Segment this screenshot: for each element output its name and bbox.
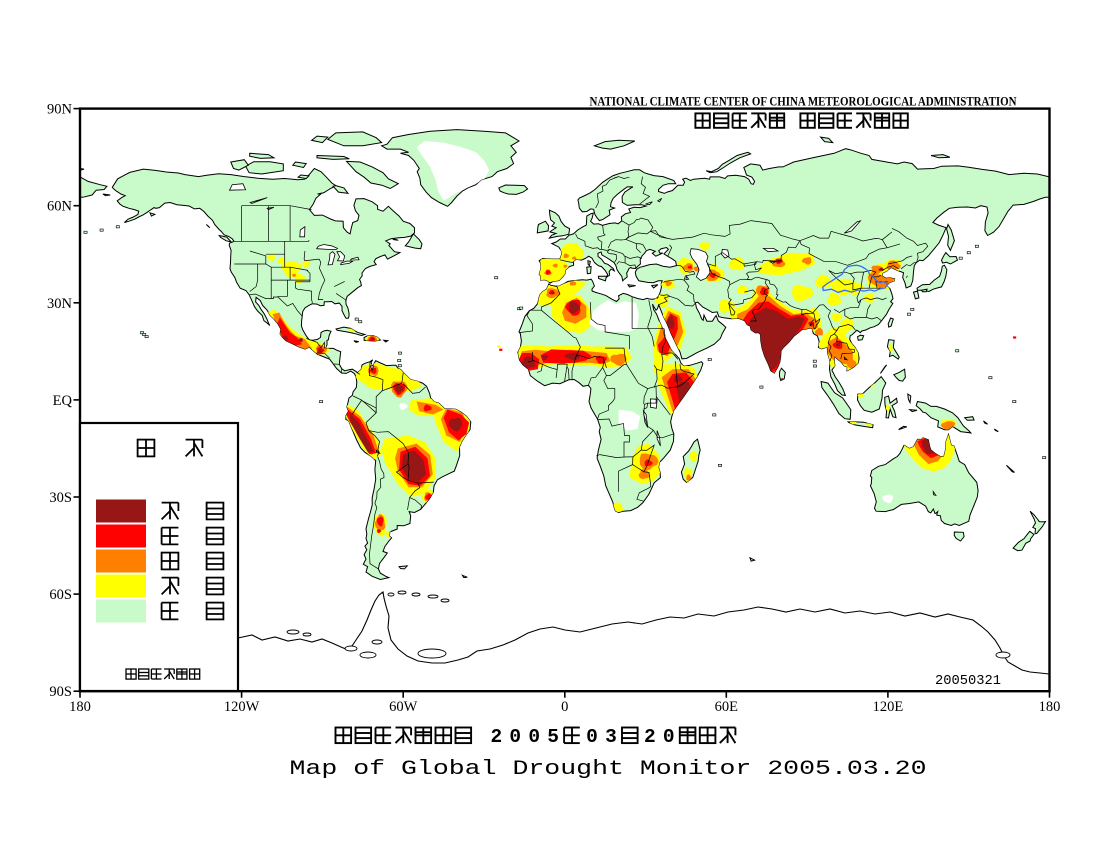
svg-text:EQ: EQ	[53, 393, 73, 409]
svg-text:0: 0	[528, 726, 540, 748]
svg-text:30S: 30S	[49, 490, 72, 506]
svg-text:0: 0	[561, 699, 568, 715]
svg-text:120E: 120E	[873, 699, 904, 715]
svg-text:60W: 60W	[389, 699, 418, 715]
svg-text:90N: 90N	[47, 102, 73, 118]
svg-text:60N: 60N	[47, 199, 73, 215]
svg-text:90S: 90S	[49, 684, 72, 700]
svg-text:120W: 120W	[224, 699, 260, 715]
svg-text:60E: 60E	[715, 699, 739, 715]
svg-text:2: 2	[491, 726, 503, 748]
svg-text:NATIONAL CLIMATE CENTER OF CHI: NATIONAL CLIMATE CENTER OF CHINA METEORO…	[590, 95, 1017, 109]
svg-text:0: 0	[586, 726, 598, 748]
svg-text:2: 2	[644, 726, 656, 748]
svg-text:30N: 30N	[47, 296, 73, 312]
svg-text:0: 0	[663, 726, 675, 748]
svg-text:20050321: 20050321	[935, 674, 1001, 689]
svg-text:60S: 60S	[49, 587, 72, 603]
svg-text:0: 0	[509, 726, 521, 748]
svg-text:180: 180	[69, 699, 91, 715]
svg-text:Map of Global Drought Monitor: Map of Global Drought Monitor 2005.03.20	[290, 758, 927, 781]
svg-text:5: 5	[547, 726, 559, 748]
svg-text:3: 3	[605, 726, 617, 748]
svg-text:180: 180	[1039, 699, 1061, 715]
